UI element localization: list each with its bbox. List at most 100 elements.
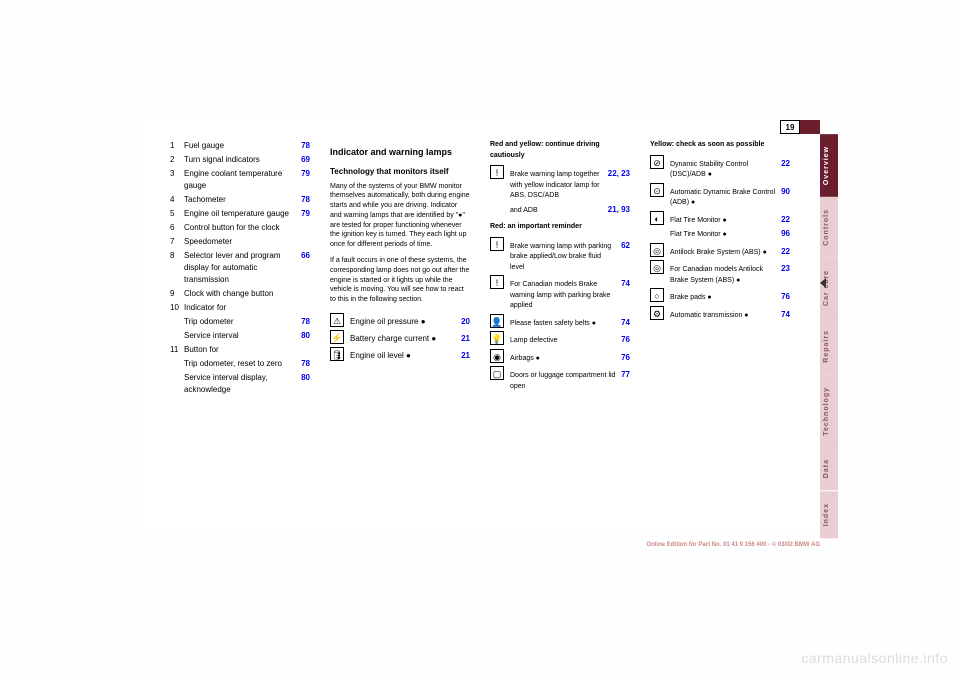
item-label: Airbags ●: [504, 354, 621, 365]
list-item: 💡Lamp defective76: [490, 331, 630, 347]
list-item: 4Tachometer78: [170, 194, 310, 206]
item-label: Clock with change button: [184, 288, 310, 300]
page-number-accent: [800, 120, 820, 134]
brake-icon: ○: [650, 288, 664, 302]
page-ref[interactable]: 78: [301, 194, 310, 206]
item-label: Battery charge current ●: [344, 333, 461, 345]
group-heading: Red and yellow: continue driving cautiou…: [490, 140, 630, 161]
item-label: Turn signal indicators: [184, 154, 301, 166]
page-ref[interactable]: 80: [301, 372, 310, 384]
group-heading: Red: an important reminder: [490, 222, 630, 233]
item-label: Brake warning lamp together with yellow …: [504, 170, 608, 202]
page-ref[interactable]: 22: [781, 158, 790, 170]
column-3: Red and yellow: continue driving cautiou…: [490, 140, 630, 510]
page-ref[interactable]: 74: [621, 317, 630, 329]
page-ref[interactable]: 79: [301, 168, 310, 180]
item-num: 2: [170, 154, 184, 166]
page-ref[interactable]: 69: [301, 154, 310, 166]
list-item: ⊘Dynamic Stability Control (DSC)/ADB ●22: [650, 155, 790, 181]
abs-icon: ◎: [650, 260, 664, 274]
page-ref[interactable]: 90: [781, 186, 790, 198]
item-num: 3: [170, 168, 184, 180]
item-label: Trip odometer, reset to zero: [184, 358, 301, 370]
list-item: 6Control button for the clock: [170, 222, 310, 234]
warning-icon: 🛢: [330, 347, 344, 361]
page-ref[interactable]: 80: [301, 330, 310, 342]
item-label: Engine oil level ●: [344, 350, 461, 362]
item-label: Doors or luggage compartment lid open: [504, 371, 621, 392]
page-ref[interactable]: 78: [301, 140, 310, 152]
section-heading: Indicator and warning lamps: [330, 146, 470, 160]
list-item: 5Engine oil temperature gauge79: [170, 208, 310, 220]
page-ref[interactable]: 21, 93: [608, 204, 630, 216]
tab-repairs[interactable]: Repairs: [820, 318, 838, 375]
list-item: 🛢Engine oil level ●21: [330, 347, 470, 362]
tab-data[interactable]: Data: [820, 447, 838, 490]
watermark: carmanualsonline.info: [801, 650, 948, 666]
list-item: Trip odometer78: [170, 316, 310, 328]
list-item: Trip odometer, reset to zero78: [170, 358, 310, 370]
item-label: Antilock Brake System (ABS) ●: [664, 248, 781, 259]
item-label: Button for: [184, 344, 310, 356]
item-num: 7: [170, 236, 184, 248]
section-marker-icon: [820, 278, 826, 288]
item-label: Selector lever and program display for a…: [184, 250, 301, 286]
page-ref[interactable]: 20: [461, 316, 470, 328]
list-item: !Brake warning lamp with parking brake a…: [490, 237, 630, 274]
page-ref[interactable]: 78: [301, 358, 310, 370]
lamp-icon: 💡: [490, 331, 504, 345]
list-item: 1Fuel gauge78: [170, 140, 310, 152]
tab-overview[interactable]: Overview: [820, 134, 838, 197]
page-ref[interactable]: 78: [301, 316, 310, 328]
list-item: Service interval display, acknowledge80: [170, 372, 310, 396]
page-ref[interactable]: 22: [781, 214, 790, 226]
page-ref[interactable]: 22, 23: [608, 168, 630, 180]
page-ref[interactable]: 77: [621, 369, 630, 381]
list-item: 10Indicator for: [170, 302, 310, 314]
page-ref[interactable]: 21: [461, 350, 470, 362]
list-item: ⚙Automatic transmission ●74: [650, 306, 790, 322]
footer-edition: Online Edition for Part No. 01 41 0 156 …: [646, 542, 820, 548]
list-item: and ADB21, 93: [490, 204, 630, 217]
page-ref[interactable]: 74: [781, 309, 790, 321]
list-item: !For Canadian models Brake warning lamp …: [490, 275, 630, 312]
page-content: 1Fuel gauge78 2Turn signal indicators69 …: [170, 140, 790, 510]
item-label: Engine coolant temperature gauge: [184, 168, 301, 192]
page-ref[interactable]: 96: [781, 228, 790, 240]
list-item: 7Speedometer: [170, 236, 310, 248]
page-ref[interactable]: 76: [621, 352, 630, 364]
page-ref[interactable]: 23: [781, 263, 790, 275]
tab-index[interactable]: Index: [820, 491, 838, 538]
page-ref[interactable]: 76: [781, 291, 790, 303]
list-item: ▢Doors or luggage compartment lid open77: [490, 366, 630, 392]
item-num: 8: [170, 250, 184, 262]
warning-icon: !: [490, 165, 504, 179]
item-label: Service interval display, acknowledge: [184, 372, 301, 396]
page-ref[interactable]: 21: [461, 333, 470, 345]
item-label: Flat Tire Monitor ●: [664, 216, 781, 227]
page-ref[interactable]: 62: [621, 240, 630, 252]
page-ref[interactable]: 79: [301, 208, 310, 220]
section-subheading: Technology that monitors itself: [330, 166, 470, 178]
list-item: ◎Antilock Brake System (ABS) ●22: [650, 243, 790, 259]
item-label: Trip odometer: [184, 316, 301, 328]
item-num: 6: [170, 222, 184, 234]
door-icon: ▢: [490, 366, 504, 380]
item-label: Flat Tire Monitor ●: [650, 230, 781, 241]
list-item: Service interval80: [170, 330, 310, 342]
page-ref[interactable]: 76: [621, 334, 630, 346]
list-item: ◐Flat Tire Monitor ●22: [650, 211, 790, 227]
seatbelt-icon: 👤: [490, 314, 504, 328]
item-num: 1: [170, 140, 184, 152]
list-item: ◎For Canadian models Antilock Brake Syst…: [650, 260, 790, 286]
page-ref[interactable]: 74: [621, 278, 630, 290]
list-item: 👤Please fasten safety belts ●74: [490, 314, 630, 330]
airbag-icon: ◉: [490, 349, 504, 363]
manual-page: 19 Overview Controls Car care Repairs Te…: [140, 120, 820, 530]
item-num: 10: [170, 302, 184, 314]
tab-controls[interactable]: Controls: [820, 197, 838, 258]
page-ref[interactable]: 22: [781, 246, 790, 258]
side-tabs: Overview Controls Car care Repairs Techn…: [820, 134, 838, 538]
tab-technology[interactable]: Technology: [820, 375, 838, 448]
page-ref[interactable]: 66: [301, 250, 310, 262]
